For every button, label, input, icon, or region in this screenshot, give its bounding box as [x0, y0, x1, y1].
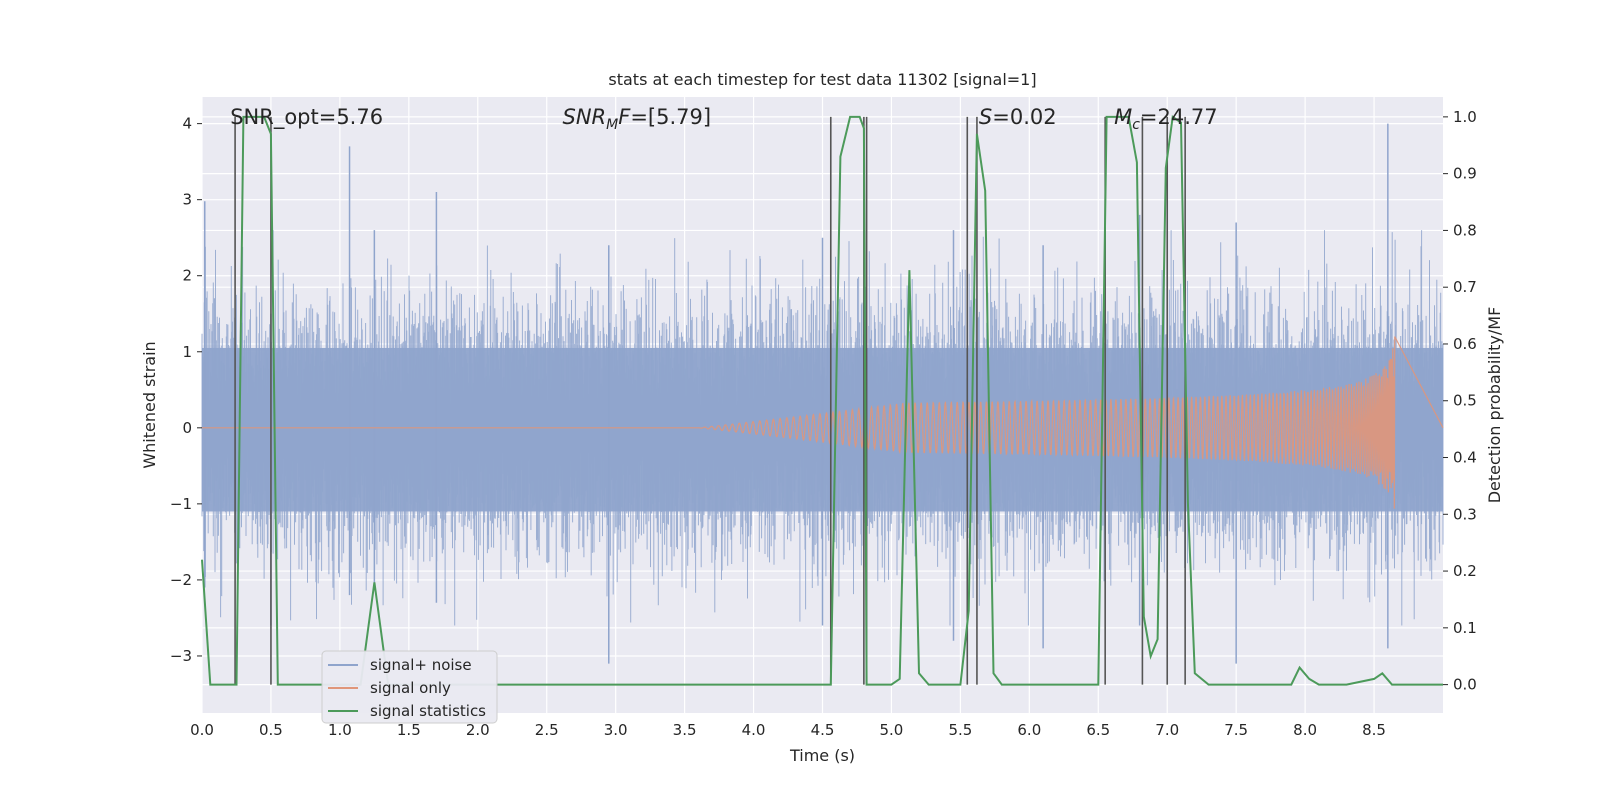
annotation-tail: =0.02	[992, 105, 1056, 129]
annotation-sub: c	[1132, 117, 1140, 133]
annotation-main: SNR_opt=5.76	[230, 105, 383, 130]
y-tick-label-left: 2	[182, 267, 192, 285]
series-signal-plus-noise	[201, 123, 1444, 664]
annotation-main: M	[1114, 105, 1132, 129]
x-tick-label: 0.5	[259, 721, 283, 739]
legend-label: signal+ noise	[370, 656, 472, 674]
chart-title: stats at each timestep for test data 113…	[608, 70, 1036, 89]
x-tick-label: 5.0	[880, 721, 904, 739]
x-tick-label: 8.0	[1293, 721, 1317, 739]
annotation-tail: =[5.79]	[630, 105, 711, 129]
y-tick-label-left: −2	[170, 571, 192, 589]
annotation: S=0.02	[979, 105, 1057, 129]
x-tick-label: 2.5	[535, 721, 559, 739]
statistics-line	[201, 115, 1443, 686]
legend-label: signal only	[370, 679, 451, 697]
annotation-tail: =24.77	[1140, 105, 1218, 129]
y-axis-label-left: Whitened strain	[140, 341, 159, 468]
x-axis-label: Time (s)	[789, 746, 855, 765]
annotation: SNRMF=[5.79]	[563, 105, 712, 133]
y-tick-label-left: 0	[182, 419, 192, 437]
series-signal-statistics	[201, 115, 1443, 686]
y-tick-label-right: 0.6	[1453, 335, 1477, 353]
annotation: Mc=24.77	[1114, 105, 1218, 133]
y-tick-label-right: 0.9	[1453, 165, 1477, 183]
x-tick-label: 1.5	[397, 721, 421, 739]
y-tick-label-left: 4	[182, 115, 192, 133]
annotation: SNR_opt=5.76	[230, 105, 383, 130]
x-tick-label: 1.0	[328, 721, 352, 739]
x-tick-label: 7.5	[1224, 721, 1248, 739]
annotation-sub: M	[606, 117, 618, 133]
axis-ticks: 0.0 0.5 1.0 1.5 2.0 2.5 3.0 3.5 4.0 4.5 5.0 5.5 6.0 6…	[170, 108, 1477, 739]
y-tick-label-left: −1	[170, 495, 192, 513]
annotation-main: S	[979, 105, 992, 129]
annotation-tail: F	[618, 105, 631, 129]
y-tick-label-right: 0.8	[1453, 221, 1477, 239]
y-tick-label-right: 1.0	[1453, 108, 1477, 126]
series-signal-only	[201, 336, 1444, 509]
y-tick-label-right: 0.3	[1453, 505, 1477, 523]
y-tick-label-right: 0.0	[1453, 676, 1477, 694]
y-tick-label-right: 0.5	[1453, 392, 1477, 410]
x-tick-label: 8.5	[1362, 721, 1386, 739]
x-tick-label: 7.0	[1155, 721, 1179, 739]
y-tick-label-left: 3	[182, 191, 192, 209]
x-tick-label: 0.0	[190, 721, 214, 739]
x-tick-label: 3.0	[604, 721, 628, 739]
annotation-main: SNR	[563, 105, 607, 129]
x-tick-label: 4.0	[742, 721, 766, 739]
x-tick-label: 3.5	[673, 721, 697, 739]
y-tick-label-left: 1	[182, 343, 192, 361]
y-tick-label-left: −3	[170, 647, 192, 665]
y-tick-label-right: 0.7	[1453, 278, 1477, 296]
legend-label: signal statistics	[370, 702, 486, 720]
x-tick-label: 4.5	[811, 721, 835, 739]
x-tick-label: 6.5	[1086, 721, 1110, 739]
x-tick-label: 6.0	[1017, 721, 1041, 739]
y-tick-label-right: 0.4	[1453, 449, 1477, 467]
legend-box	[321, 650, 498, 724]
y-tick-label-right: 0.2	[1453, 562, 1477, 580]
y-axis-label-right: Detection probability/MF	[1485, 307, 1504, 504]
y-tick-label-right: 0.1	[1453, 619, 1477, 637]
annotations: SNR_opt=5.76 SNRMF=[5.79] S=0.02 Mc=24.77	[230, 105, 1217, 133]
x-tick-label: 5.5	[948, 721, 972, 739]
x-tick-label: 2.0	[466, 721, 490, 739]
legend: signal+ noise signal only signal statistic…	[321, 650, 498, 724]
chirp-line	[201, 336, 1444, 509]
